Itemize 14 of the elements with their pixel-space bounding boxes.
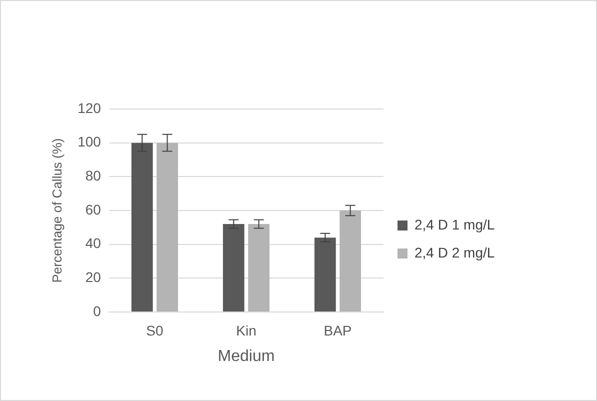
y-tick-label: 120 bbox=[78, 100, 102, 116]
x-tick-label: Kin bbox=[236, 322, 256, 338]
y-tick-label: 80 bbox=[85, 168, 102, 184]
y-tick-label: 20 bbox=[85, 269, 102, 286]
y-tick-label: 60 bbox=[85, 201, 102, 218]
x-tick-label: BAP bbox=[324, 322, 352, 338]
x-tick-label: S0 bbox=[146, 322, 164, 338]
y-axis-title: Percentage of Callus (%) bbox=[49, 138, 64, 283]
legend-label: 2,4 D 1 mg/L bbox=[414, 216, 495, 232]
y-tick-label: 100 bbox=[78, 134, 102, 150]
y-tick-label: 0 bbox=[93, 302, 102, 319]
y-tick-label: 40 bbox=[85, 235, 102, 252]
x-axis-title: Medium bbox=[218, 348, 275, 365]
legend-label: 2,4 D 2 mg/L bbox=[414, 244, 495, 260]
